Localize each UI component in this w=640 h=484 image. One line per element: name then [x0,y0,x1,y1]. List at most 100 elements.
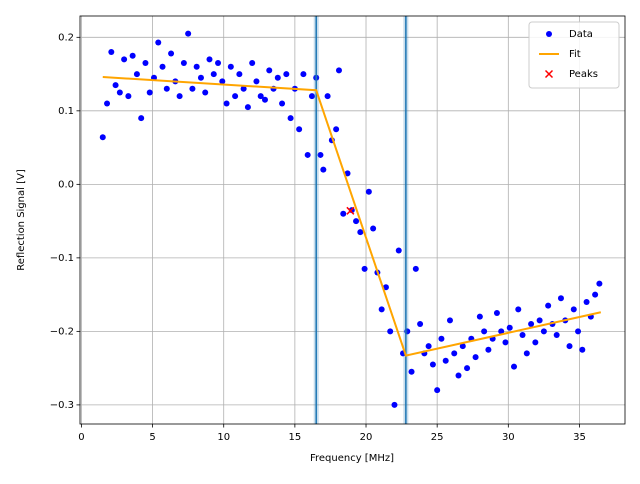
y-tick-label: −0.2 [50,326,74,337]
data-point [575,328,582,335]
data-point [545,302,552,309]
data-point [464,365,471,372]
x-tick-label: 35 [573,432,586,443]
legend-label: Fit [569,49,581,60]
data-point [155,39,162,46]
data-point [193,63,200,70]
data-point [210,71,217,78]
data-point [502,339,509,346]
data-point [266,67,273,74]
fit-line [102,76,602,357]
data-point [511,363,518,370]
data-point [579,346,586,353]
data-point [176,93,183,100]
data-point [425,343,432,350]
data-point [378,306,385,313]
data-point [215,60,222,67]
x-tick-label: 10 [217,432,230,443]
data-point [112,82,119,89]
data-point [99,134,106,141]
data-point [300,71,307,78]
data-point [553,332,560,339]
data-point [370,225,377,232]
x-tick-label: 30 [502,432,515,443]
data-point [417,321,424,328]
data-point [159,63,166,70]
data-point [283,71,290,78]
data-point [382,284,389,291]
x-tick-label: 25 [431,432,444,443]
legend-label: Data [569,29,593,40]
data-point [324,93,331,100]
data-point [236,71,243,78]
data-point [523,350,530,357]
data-point [335,67,342,74]
data-point [317,151,324,158]
data-point [438,335,445,342]
data-point [133,71,140,78]
data-point [493,309,500,316]
data-point [592,291,599,298]
data-point [596,280,603,287]
x-tick-label: 5 [149,432,155,443]
data-point [279,100,286,107]
data-point [206,56,213,63]
data-point [104,100,111,107]
data-point [320,166,327,173]
data-point [129,52,136,59]
data-point [244,104,251,111]
data-point [506,324,513,331]
legend-swatch [544,69,554,79]
x-tick-label: 15 [289,432,302,443]
data-point [476,313,483,320]
data-point [528,321,535,328]
data-point [583,298,590,305]
data-point [296,126,303,133]
data-point [365,188,372,195]
data-point [340,210,347,217]
data-point [138,115,145,122]
data-point [125,93,132,100]
x-axis-label: Frequency [MHz] [310,453,394,464]
peak-marker [346,206,355,215]
data-point [515,306,522,313]
y-tick-label: 0.1 [58,106,74,117]
legend-swatch [546,31,552,37]
data-point [459,343,466,350]
data-point [429,361,436,368]
data-point [308,93,315,100]
data-point [249,60,256,67]
data-point [197,74,204,81]
data-point [257,93,264,100]
data-point [223,100,230,107]
data-point [261,96,268,103]
data-point [333,126,340,133]
data-point [442,357,449,364]
data-point [540,328,547,335]
y-tick-label: 0.0 [58,179,74,190]
data-point [232,93,239,100]
data-point [146,89,153,96]
data-point [455,372,462,379]
data-point [451,350,458,357]
data-point [412,265,419,272]
data-point [168,50,175,57]
data-point [202,89,209,96]
data-point [357,229,364,236]
data-point [391,401,398,408]
data-point [353,218,360,225]
y-axis-label: Reflection Signal [V] [16,169,27,271]
data-point [240,85,247,92]
data-point [395,247,402,254]
data-point [434,387,441,394]
data-point [274,74,281,81]
data-point [163,85,170,92]
data-point [387,328,394,335]
data-point [485,346,492,353]
data-point [519,332,526,339]
data-point [189,85,196,92]
y-tick-label: −0.1 [50,253,74,264]
data-point [287,115,294,122]
legend-label: Peaks [569,69,598,80]
